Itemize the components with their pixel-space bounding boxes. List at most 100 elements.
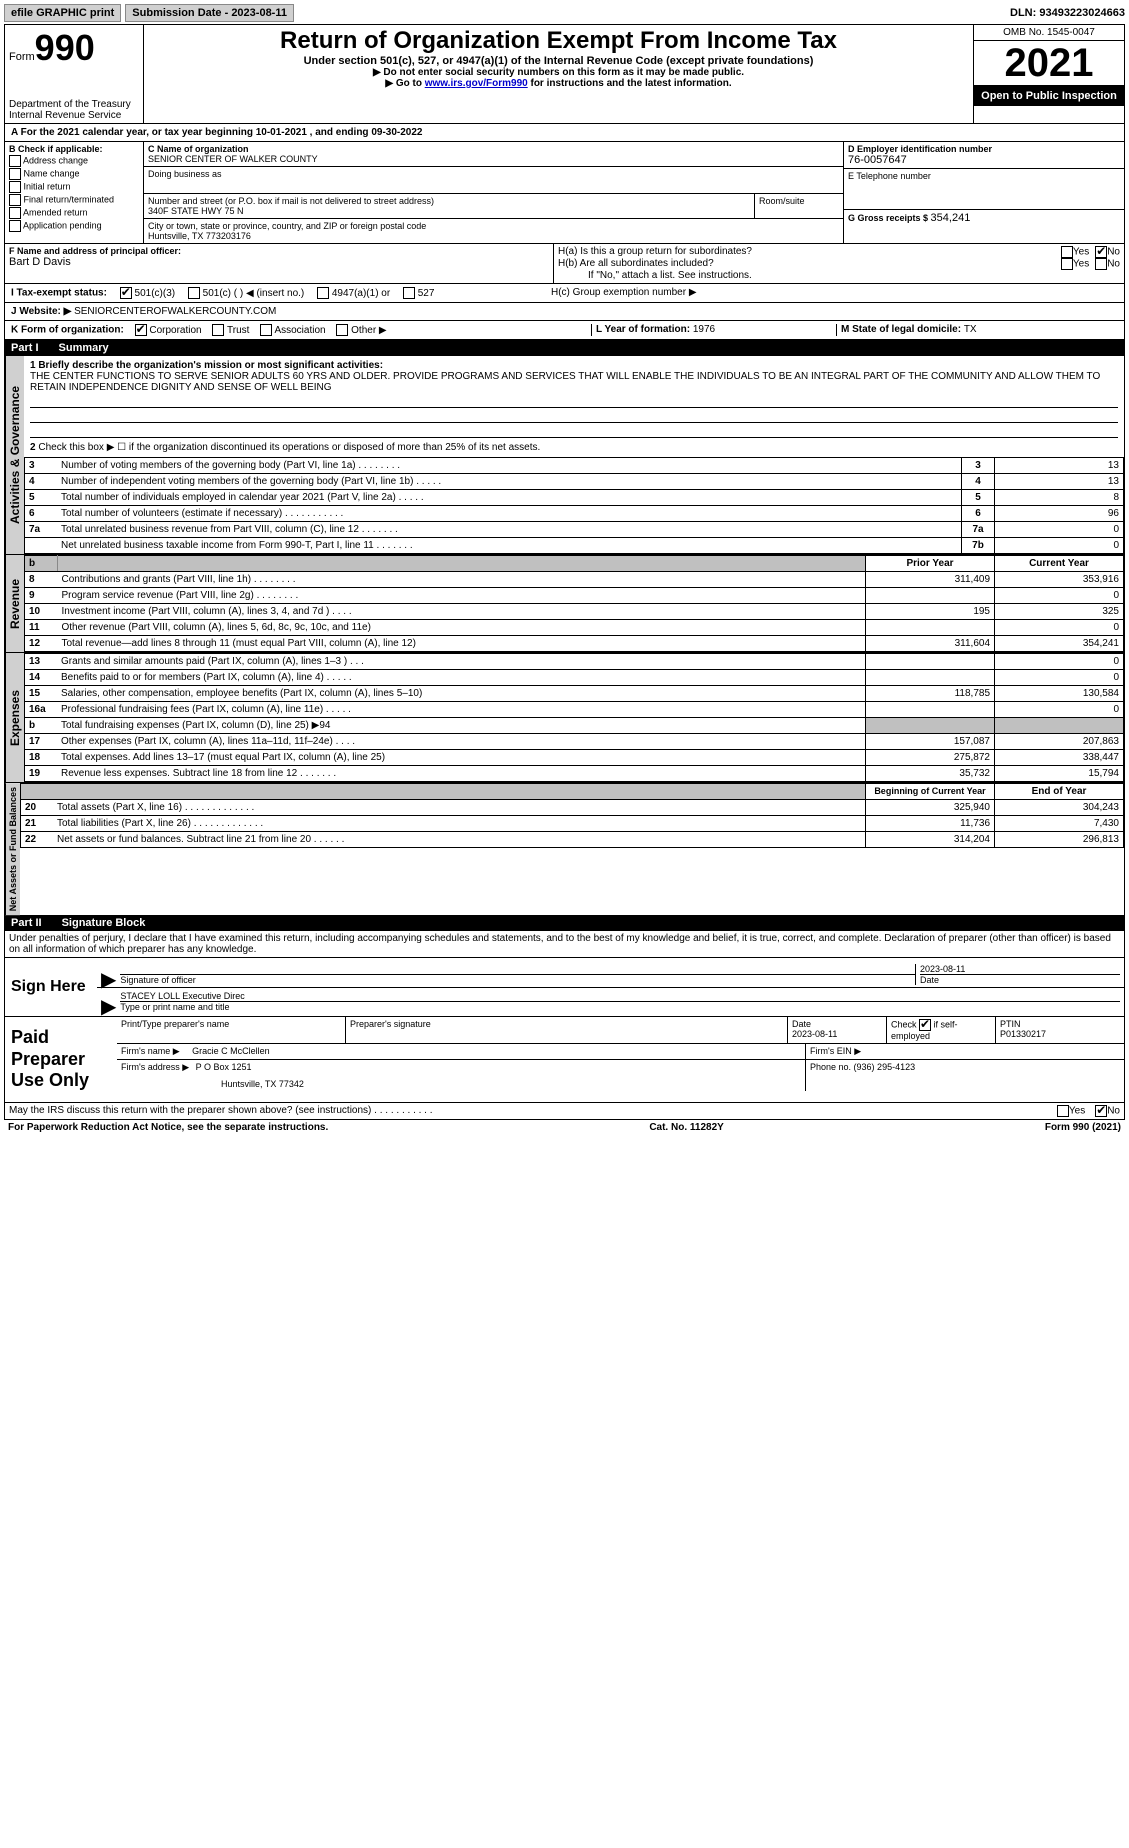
may-irs-no[interactable]: No xyxy=(1095,1105,1120,1117)
cb-application-pending[interactable]: Application pending xyxy=(9,220,139,232)
officer-print-name: STACEY LOLL Executive Direc xyxy=(120,991,1120,1001)
cb-label: Initial return xyxy=(24,181,71,191)
officer-name: Bart D Davis xyxy=(9,256,549,268)
cb-label: Application pending xyxy=(23,220,102,230)
cb-address-change[interactable]: Address change xyxy=(9,155,139,167)
table-row: 5Total number of individuals employed in… xyxy=(25,490,1124,506)
ha-label: H(a) Is this a group return for subordin… xyxy=(558,246,1061,258)
blank-line xyxy=(30,410,1118,423)
may-irs-yes[interactable]: Yes xyxy=(1057,1105,1085,1117)
net-assets-table: Beginning of Current Year End of Year 20… xyxy=(20,783,1124,848)
block-f: F Name and address of principal officer:… xyxy=(5,244,554,283)
table-row: 19Revenue less expenses. Subtract line 1… xyxy=(25,766,1124,782)
cb-final-return[interactable]: Final return/terminated xyxy=(9,194,139,206)
table-row: 4Number of independent voting members of… xyxy=(25,474,1124,490)
form-note-2: ▶ Go to www.irs.gov/Form990 for instruct… xyxy=(148,78,969,89)
no-label: No xyxy=(1107,1106,1120,1117)
table-row: 21Total liabilities (Part X, line 26) . … xyxy=(21,816,1124,832)
opt-label: 501(c)(3) xyxy=(135,288,176,299)
cb-self-employed[interactable] xyxy=(919,1019,931,1031)
cb-4947[interactable]: 4947(a)(1) or xyxy=(317,288,390,299)
table-row: 11Other revenue (Part VIII, column (A), … xyxy=(25,620,1124,636)
table-row: 14Benefits paid to or for members (Part … xyxy=(25,670,1124,686)
form-note-1: ▶ Do not enter social security numbers o… xyxy=(148,67,969,78)
gross-receipts-label: G Gross receipts $ xyxy=(848,213,931,223)
omb-number: OMB No. 1545-0047 xyxy=(974,25,1124,41)
cb-501c[interactable]: 501(c) ( ) ◀ (insert no.) xyxy=(188,288,304,299)
cb-501c3[interactable]: 501(c)(3) xyxy=(120,288,175,299)
begin-year-header: Beginning of Current Year xyxy=(866,784,995,800)
header-row: Beginning of Current Year End of Year xyxy=(21,784,1124,800)
cb-name-change[interactable]: Name change xyxy=(9,168,139,180)
cb-assoc[interactable]: Association xyxy=(260,325,325,336)
table-row: 9Program service revenue (Part VIII, lin… xyxy=(25,588,1124,604)
note2-pre: ▶ Go to xyxy=(385,78,424,89)
cb-trust[interactable]: Trust xyxy=(212,325,249,336)
bcd-row: B Check if applicable: Address change Na… xyxy=(5,142,1124,244)
firm-name-label: Firm's name ▶ xyxy=(121,1046,180,1056)
penalties-text: Under penalties of perjury, I declare th… xyxy=(5,931,1124,957)
open-to-public: Open to Public Inspection xyxy=(974,86,1124,106)
state-domicile-label: M State of legal domicile: xyxy=(841,324,964,335)
expenses-block: Expenses 13Grants and similar amounts pa… xyxy=(5,653,1124,783)
ptin-label: PTIN xyxy=(1000,1019,1120,1029)
irs-label: Internal Revenue Service xyxy=(9,110,139,121)
cb-label: Final return/terminated xyxy=(24,194,115,204)
hb-note: If "No," attach a list. See instructions… xyxy=(558,270,1120,281)
form-subtitle: Under section 501(c), 527, or 4947(a)(1)… xyxy=(148,55,969,67)
governance-block: Activities & Governance 1 Briefly descri… xyxy=(5,356,1124,555)
firm-name-value: Gracie C McClellen xyxy=(192,1046,270,1056)
header-row: b Prior Year Current Year xyxy=(25,556,1124,572)
expenses-table: 13Grants and similar amounts paid (Part … xyxy=(24,653,1124,782)
efile-print-button[interactable]: efile GRAPHIC print xyxy=(4,4,121,22)
submission-date-button[interactable]: Submission Date - 2023-08-11 xyxy=(125,4,294,22)
prep-date-label: Date xyxy=(792,1019,882,1029)
firm-phone-label: Phone no. xyxy=(810,1062,854,1072)
tax-year: 2021 xyxy=(974,41,1124,86)
ha-no[interactable]: No xyxy=(1095,246,1120,258)
table-row: 22Net assets or fund balances. Subtract … xyxy=(21,832,1124,848)
may-irs-q: May the IRS discuss this return with the… xyxy=(9,1105,1057,1117)
table-row: 15Salaries, other compensation, employee… xyxy=(25,686,1124,702)
hb-no[interactable]: No xyxy=(1095,258,1120,270)
part-2-header: Part II Signature Block xyxy=(5,915,1124,931)
city-value: Huntsville, TX 773203176 xyxy=(148,231,839,241)
cb-other[interactable]: Other ▶ xyxy=(336,325,386,336)
form-title-block: Return of Organization Exempt From Incom… xyxy=(144,25,973,123)
part-2-label: Part II xyxy=(11,917,42,929)
room-suite-label: Room/suite xyxy=(754,194,843,218)
governance-tab: Activities & Governance xyxy=(5,356,24,554)
ha-yes[interactable]: Yes xyxy=(1061,246,1089,258)
hb-yes[interactable]: Yes xyxy=(1061,258,1089,270)
dln-label: DLN: 93493223024663 xyxy=(1010,7,1125,19)
sign-here-label: Sign Here xyxy=(5,958,97,1016)
table-row: 7aTotal unrelated business revenue from … xyxy=(25,522,1124,538)
no-label: No xyxy=(1107,247,1120,258)
sign-date-value: 2023-08-11 xyxy=(920,964,1120,974)
sign-here-section: Sign Here ▶ Signature of officer 2023-08… xyxy=(4,958,1125,1017)
cb-corp[interactable]: Corporation xyxy=(135,325,202,336)
block-c: C Name of organization SENIOR CENTER OF … xyxy=(144,142,844,243)
cb-527[interactable]: 527 xyxy=(403,288,434,299)
table-row: 12Total revenue—add lines 8 through 11 (… xyxy=(25,636,1124,652)
cat-no: Cat. No. 11282Y xyxy=(649,1122,723,1133)
top-toolbar: efile GRAPHIC print Submission Date - 20… xyxy=(4,4,1125,22)
blank-line xyxy=(30,425,1118,438)
page-footer: For Paperwork Reduction Act Notice, see … xyxy=(4,1120,1125,1135)
block-b: B Check if applicable: Address change Na… xyxy=(5,142,144,243)
sig-officer-label: Signature of officer xyxy=(120,975,195,985)
officer-label: F Name and address of principal officer: xyxy=(9,246,549,256)
cb-initial-return[interactable]: Initial return xyxy=(9,181,139,193)
table-row: bTotal fundraising expenses (Part IX, co… xyxy=(25,718,1124,734)
prep-name-header: Print/Type preparer's name xyxy=(117,1017,346,1043)
tax-status-label: I Tax-exempt status: xyxy=(11,288,107,299)
table-row: 20Total assets (Part X, line 16) . . . .… xyxy=(21,800,1124,816)
irs-link[interactable]: www.irs.gov/Form990 xyxy=(425,78,528,89)
table-row: Net unrelated business taxable income fr… xyxy=(25,538,1124,554)
cb-amended-return[interactable]: Amended return xyxy=(9,207,139,219)
part-1-label: Part I xyxy=(11,342,39,354)
dept-label: Department of the Treasury xyxy=(9,99,139,110)
cb-label: Address change xyxy=(23,155,88,165)
website-value: SENIORCENTEROFWALKERCOUNTY.COM xyxy=(74,306,276,317)
city-label: City or town, state or province, country… xyxy=(148,221,839,231)
